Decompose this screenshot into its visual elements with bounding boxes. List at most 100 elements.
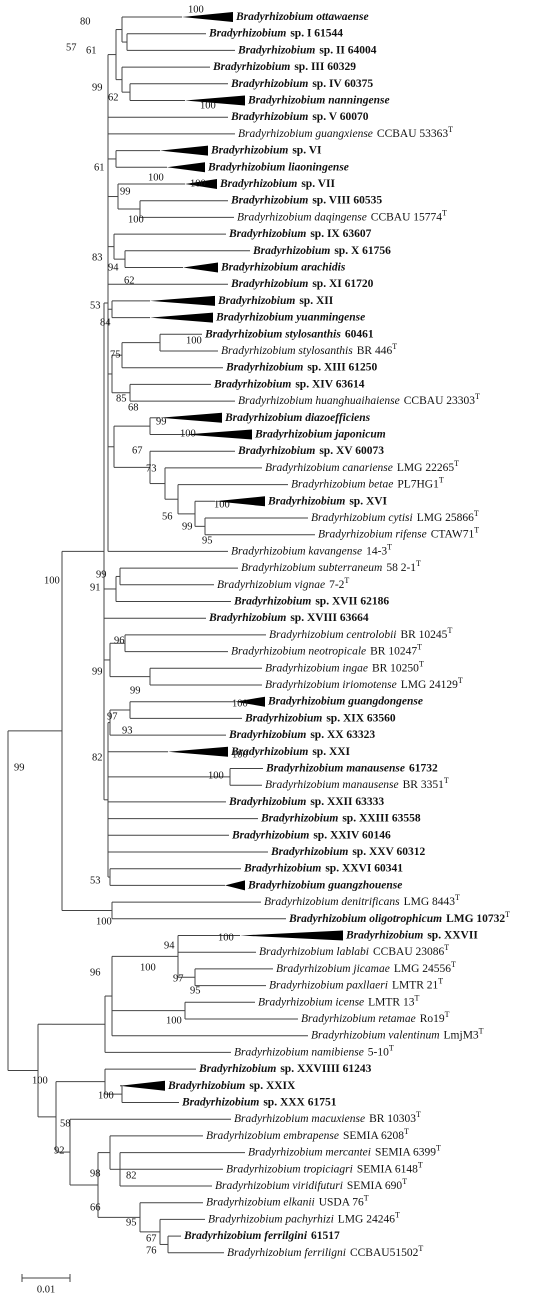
bootstrap-value: 100 <box>186 335 202 346</box>
bootstrap-value: 97 <box>107 711 118 722</box>
bootstrap-value: 100 <box>232 698 248 709</box>
collapsed-clade <box>150 312 213 323</box>
type-strain-mark: T <box>479 1027 484 1036</box>
taxon-name: Bradyrhizobium icense <box>258 996 364 1008</box>
bootstrap-value: 62 <box>124 275 135 286</box>
taxon-label: Bradyrhizobium macuxiense BR 10303T <box>234 1110 421 1125</box>
taxon-label: Bradyrhizobium japonicum <box>254 428 386 440</box>
taxon-name: Bradyrhizobium japonicum <box>254 428 386 440</box>
taxon-label: Bradyrhizobium pachyrhizi LMG 24246T <box>208 1210 400 1225</box>
strain: CCBAU 23086 <box>373 946 444 958</box>
bootstrap-value: 100 <box>218 932 234 943</box>
strain: sp. VI <box>292 144 322 156</box>
taxon-label: Bradyrhizobium sp. VIII 60535 <box>230 194 382 206</box>
taxon-name: Bradyrhizobium elkanii <box>206 1196 315 1208</box>
taxon-label: Bradyrhizobium sp. XXV 60312 <box>270 846 426 858</box>
taxon-label: Bradyrhizobium manausense BR 3351T <box>265 776 449 791</box>
taxon-label: Bradyrhizobium cytisi LMG 25866T <box>311 509 479 524</box>
taxon-label: Bradyrhizobium sp. XXI <box>230 745 351 757</box>
strain: 7-2 <box>329 578 345 590</box>
type-strain-mark: T <box>344 576 349 585</box>
taxon-label: Bradyrhizobium ferrilgini 61517 <box>183 1230 340 1242</box>
strain: BR 10250 <box>372 662 419 674</box>
collapsed-clade <box>185 95 245 106</box>
strain: CCBAU 15774 <box>371 211 442 223</box>
bootstrap-value: 94 <box>108 262 119 273</box>
strain: CTAW71 <box>431 528 475 540</box>
taxon-label: Bradyrhizobium iriomotense LMG 24129T <box>265 676 463 691</box>
taxon-name: Bradyrhizobium <box>181 1096 259 1108</box>
collapsed-clade <box>215 496 265 507</box>
taxon-name: Bradyrhizobium <box>198 1063 276 1075</box>
bootstrap-value: 83 <box>92 252 103 263</box>
collapsed-clade <box>235 696 265 707</box>
type-strain-mark: T <box>436 1143 441 1152</box>
bootstrap-value: 100 <box>188 4 204 15</box>
type-strain-mark: T <box>414 993 419 1002</box>
bootstrap-value: 100 <box>180 428 196 439</box>
taxon-name: Bradyrhizobium valentinum <box>311 1029 440 1041</box>
strain: BR 10245 <box>400 629 447 641</box>
bootstrap-value: 61 <box>94 162 105 173</box>
taxon-name: Bradyrhizobium <box>230 745 308 757</box>
strain: SEMIA 6148 <box>357 1163 418 1175</box>
type-strain-mark: T <box>444 943 449 952</box>
collapsed-clade <box>167 162 205 173</box>
type-strain-mark: T <box>444 776 449 785</box>
strain: BR 10303 <box>369 1113 416 1125</box>
bootstrap-value: 84 <box>100 317 111 328</box>
strain: LmjM3 <box>444 1029 479 1041</box>
bootstrap-value: 99 <box>182 521 193 532</box>
type-strain-mark: T <box>458 676 463 685</box>
type-strain-mark: T <box>418 1244 423 1253</box>
strain: LMG 8443 <box>404 896 456 908</box>
taxon-label: Bradyrhizobium paxllaeri LMTR 21T <box>269 976 443 991</box>
taxon-name: Bradyrhizobium pachyrhizi <box>208 1213 334 1225</box>
type-strain-mark: T <box>454 459 459 468</box>
taxon-label: Bradyrhizobium sp. XIV 63614 <box>213 378 365 390</box>
taxon-label: Bradyrhizobium tropiciagri SEMIA 6148T <box>226 1160 423 1175</box>
strain: BR 446 <box>357 345 393 357</box>
type-strain-mark: T <box>417 642 422 651</box>
taxon-label: Bradyrhizobium yuanmingense <box>215 311 365 323</box>
bootstrap-value: 99 <box>92 82 103 93</box>
collapsed-clade <box>160 145 208 156</box>
bootstrap-value: 57 <box>66 42 77 53</box>
taxon-label: Bradyrhizobium sp. XXVIIII 61243 <box>198 1063 372 1075</box>
taxon-label: Bradyrhizobium lablabi CCBAU 23086T <box>259 943 449 958</box>
strain: SEMIA 690 <box>347 1180 403 1192</box>
type-strain-mark: T <box>392 342 397 351</box>
taxon-label: Bradyrhizobium sp. XVIII 63664 <box>208 612 369 624</box>
bootstrap-value: 100 <box>148 172 164 183</box>
taxon-name: Bradyrhizobium macuxiense <box>234 1113 365 1125</box>
bootstrap-value: 100 <box>44 575 60 586</box>
taxon-name: Bradyrhizobium <box>212 61 290 73</box>
type-strain-mark: T <box>387 542 392 551</box>
strain: 60461 <box>345 328 374 340</box>
bootstrap-value: 95 <box>190 985 201 996</box>
strain: LMTR 21 <box>392 979 439 991</box>
strain: 61517 <box>311 1230 340 1242</box>
bootstrap-value: 67 <box>146 1233 157 1244</box>
collapsed-clade <box>183 262 218 273</box>
taxon-label: Bradyrhizobium sp. XIII 61250 <box>225 361 378 373</box>
taxon-name: Bradyrhizobium tropiciagri <box>226 1163 353 1175</box>
type-strain-mark: T <box>364 1194 369 1203</box>
taxon-label: Bradyrhizobium sp. XIX 63560 <box>244 712 396 724</box>
taxon-label: Bradyrhizobium arachidis <box>220 261 346 273</box>
taxon-name: Bradyrhizobium <box>228 729 306 741</box>
taxon-name: Bradyrhizobium viridifuturi <box>215 1180 343 1192</box>
bootstrap-value: 91 <box>90 582 101 593</box>
type-strain-mark: T <box>448 125 453 134</box>
taxon-label: Bradyrhizobium ingae BR 10250T <box>265 659 424 674</box>
taxon-label: Bradyrhizobium guangxiense CCBAU 53363T <box>238 125 453 140</box>
strain: sp. VIII 60535 <box>312 194 382 206</box>
taxon-label: Bradyrhizobium huanghuaihaiense CCBAU 233… <box>238 392 480 407</box>
taxon-label: Bradyrhizobium betae PL7HG1T <box>291 475 444 490</box>
bootstrap-value: 98 <box>90 1168 101 1179</box>
strain: 14-3 <box>366 545 387 557</box>
taxon-name: Bradyrhizobium rifense <box>318 528 427 540</box>
bootstrap-value: 100 <box>232 749 248 760</box>
taxon-name: Bradyrhizobium <box>244 712 322 724</box>
taxon-label: Bradyrhizobium daqingense CCBAU 15774T <box>237 208 447 223</box>
